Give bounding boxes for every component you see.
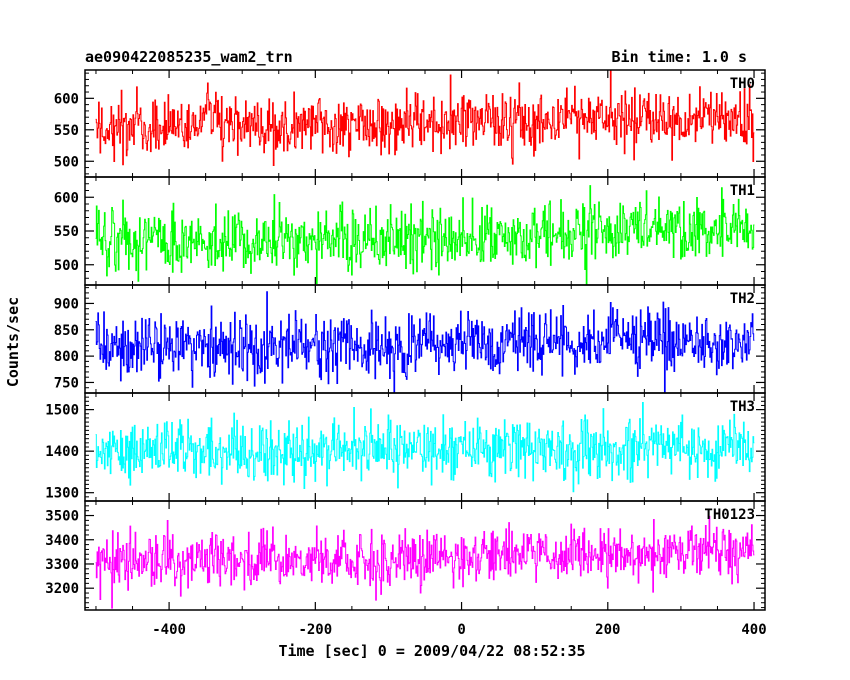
panel-th0123: 3200 3300 3400 3500 TH0123 xyxy=(45,500,766,611)
x-tick-label: -400 xyxy=(152,622,186,638)
y-tick-label: 600 xyxy=(54,91,79,107)
series-line-th1 xyxy=(95,185,755,285)
y-axis-title: Counts/sec xyxy=(4,297,22,387)
x-tick-label: 0 xyxy=(457,622,465,638)
bin-time-label: Bin time: 1.0 s xyxy=(612,48,747,66)
y-tick-label: 500 xyxy=(54,258,79,274)
y-tick-label: 3200 xyxy=(45,581,79,597)
x-axis-title: Time [sec] 0 = 2009/04/22 08:52:35 xyxy=(278,642,585,660)
y-tick-label: 850 xyxy=(54,323,79,339)
panel-th1: 500 550 600 TH1 xyxy=(54,176,766,286)
series-line-th0 xyxy=(95,70,755,166)
y-tick-label: 550 xyxy=(54,123,79,139)
y-tick-label: 3500 xyxy=(45,509,79,525)
series-line-th3 xyxy=(95,402,755,493)
panel-th2: 750 800 850 900 TH2 xyxy=(54,284,766,394)
panel-label-th0123: TH0123 xyxy=(704,507,755,523)
panel-label-th2: TH2 xyxy=(730,291,755,307)
y-tick-label: 550 xyxy=(54,224,79,240)
panels-group: 500 550 600 TH0 500 550 600 TH1 750 800 850 900 TH2 1… xyxy=(45,69,766,611)
y-tick-label: 900 xyxy=(54,296,79,312)
y-tick-label: 3400 xyxy=(45,533,79,549)
x-tick-label: 400 xyxy=(741,622,766,638)
y-tick-label: 750 xyxy=(54,375,79,391)
y-tick-label: 1300 xyxy=(45,486,79,502)
y-tick-label: 600 xyxy=(54,190,79,206)
y-tick-label: 800 xyxy=(54,349,79,365)
chart-title: ae090422085235_wam2_trn xyxy=(85,48,293,66)
y-tick-label: 1400 xyxy=(45,444,79,460)
series-line-th0123 xyxy=(95,515,755,609)
panel-th0: 500 550 600 TH0 xyxy=(54,69,766,178)
y-tick-label: 3300 xyxy=(45,557,79,573)
x-tick-label: 200 xyxy=(595,622,620,638)
panel-label-th1: TH1 xyxy=(730,183,755,199)
panel-label-th3: TH3 xyxy=(730,399,755,415)
series-line-th2 xyxy=(95,291,755,393)
y-tick-label: 1500 xyxy=(45,403,79,419)
y-tick-label: 500 xyxy=(54,154,79,170)
x-axis: -400 -200 0 200 400 xyxy=(152,622,766,638)
panel-th3: 1300 1400 1500 TH3 xyxy=(45,392,766,502)
panel-label-th0: TH0 xyxy=(730,76,755,92)
x-tick-label: -200 xyxy=(298,622,332,638)
